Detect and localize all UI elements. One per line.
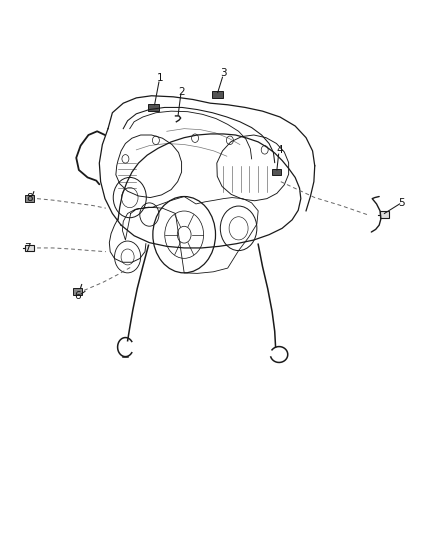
Text: 3: 3 (220, 68, 226, 78)
Bar (212, 91, 223, 98)
Text: 2: 2 (179, 86, 185, 96)
Text: 6: 6 (74, 290, 81, 301)
Text: 8: 8 (26, 192, 33, 203)
Bar (148, 104, 159, 111)
Text: 5: 5 (399, 198, 405, 208)
Bar (25, 245, 34, 251)
Bar (380, 212, 389, 217)
Text: 7: 7 (24, 243, 31, 253)
Bar (25, 195, 34, 202)
Text: 1: 1 (157, 73, 163, 83)
Bar (73, 288, 82, 295)
Bar (272, 169, 281, 175)
Text: 4: 4 (277, 145, 283, 155)
